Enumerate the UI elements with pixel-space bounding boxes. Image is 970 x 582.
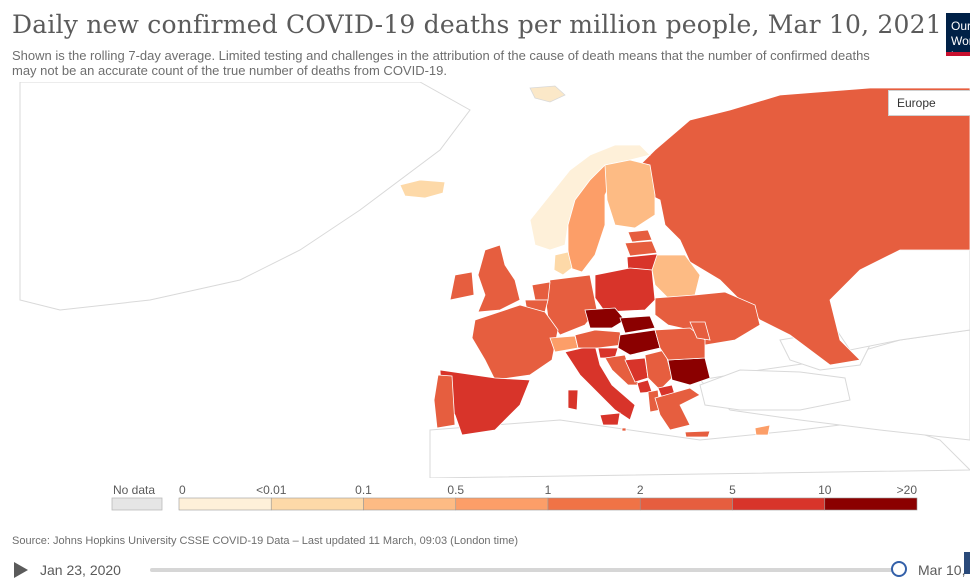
country-ireland[interactable]	[449, 271, 475, 301]
country-moldova[interactable]	[689, 321, 711, 341]
country-italy-sardinia[interactable]	[567, 389, 579, 411]
country-finland[interactable]	[604, 159, 656, 229]
timeline-start-label: Jan 23, 2020	[40, 562, 121, 578]
timeline-handle[interactable]	[891, 561, 907, 577]
chart-title: Daily new confirmed COVID-19 deaths per …	[12, 10, 942, 39]
country-greece[interactable]	[654, 387, 701, 431]
panel-edge-tab[interactable]	[964, 552, 970, 574]
greenland-land	[19, 82, 471, 311]
timeline-end-label: Mar 10, 2021	[918, 562, 970, 578]
legend-bin-label: >20	[897, 483, 918, 497]
legend-bin-swatch[interactable]	[732, 497, 826, 511]
owid-logo[interactable]: Our World in Data	[946, 13, 970, 56]
legend: No data 0 <0.01 0.1 0.5 1 2 5 10 >20	[111, 483, 918, 511]
country-estonia[interactable]	[627, 229, 653, 243]
country-russia[interactable]	[634, 87, 970, 366]
country-romania[interactable]	[654, 327, 706, 361]
country-poland[interactable]	[594, 267, 656, 313]
legend-bin-label: <0.01	[256, 483, 287, 497]
legend-bin-swatch[interactable]	[178, 497, 272, 511]
country-ukraine[interactable]	[654, 291, 761, 346]
country-austria[interactable]	[574, 329, 623, 349]
country-iceland[interactable]	[399, 179, 446, 199]
turkey-land	[699, 369, 851, 411]
legend-no-data-swatch	[111, 497, 163, 511]
legend-no-data-label: No data	[113, 483, 155, 497]
country-portugal[interactable]	[433, 374, 456, 429]
country-norway[interactable]	[529, 144, 651, 251]
region-select[interactable]: Europe	[888, 90, 970, 116]
play-button[interactable]	[14, 562, 28, 578]
legend-bin-label: 0	[179, 483, 186, 497]
country-montenegro[interactable]	[636, 379, 653, 394]
country-netherlands[interactable]	[531, 281, 551, 301]
logo-bar	[946, 52, 970, 56]
source-note: Source: Johns Hopkins University CSSE CO…	[12, 535, 519, 547]
legend-bin-label: 5	[729, 483, 736, 497]
legend-bin-label: 0.5	[447, 483, 464, 497]
country-denmark[interactable]	[553, 251, 573, 276]
legend-bin-label: 10	[818, 483, 832, 497]
legend-bin-swatch[interactable]	[639, 497, 733, 511]
legend-bin-swatch[interactable]	[455, 497, 549, 511]
legend-bin-swatch[interactable]	[824, 497, 918, 511]
country-united-kingdom[interactable]	[477, 244, 521, 313]
map	[19, 82, 970, 478]
legend-bin-swatch[interactable]	[363, 497, 457, 511]
legend-bin-swatch[interactable]	[270, 497, 364, 511]
legend-bin-label: 0.1	[355, 483, 372, 497]
chart-subtitle: Shown is the rolling 7-day average. Limi…	[12, 48, 870, 78]
country-hungary[interactable]	[617, 329, 661, 356]
country-latvia[interactable]	[624, 240, 658, 257]
legend-bin-label: 1	[545, 483, 552, 497]
timeline-track[interactable]	[150, 568, 898, 572]
country-greece-crete[interactable]	[684, 430, 711, 438]
country-france[interactable]	[471, 304, 559, 381]
legend-bin-label: 2	[637, 483, 644, 497]
country-malta[interactable]	[621, 427, 627, 432]
logo-text: Our World in Data	[951, 19, 970, 56]
country-cyprus[interactable]	[754, 424, 771, 436]
country-czechia[interactable]	[584, 307, 626, 329]
country-italy[interactable]	[564, 344, 636, 421]
country-italy-sicily[interactable]	[599, 412, 621, 426]
svalbard-land	[529, 85, 566, 103]
country-slovakia[interactable]	[619, 315, 656, 334]
legend-bin-swatch[interactable]	[547, 497, 641, 511]
